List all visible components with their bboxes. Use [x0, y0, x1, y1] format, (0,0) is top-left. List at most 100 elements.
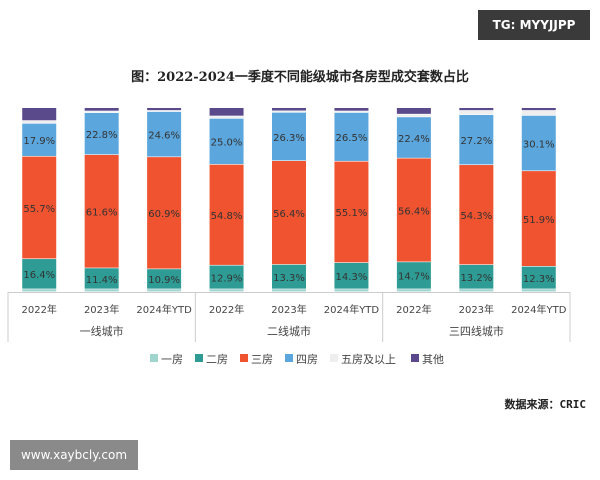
watermark-top: TG: MYYJJPP [478, 10, 590, 40]
data-label: 56.4% [398, 206, 430, 217]
bar-segment-一房 [272, 289, 306, 292]
bar-segment-三房 [22, 156, 57, 259]
bar-segment-五房及以上 [521, 110, 556, 116]
bar-segment-五房及以上 [272, 111, 306, 112]
data-label: 61.6% [86, 208, 118, 219]
bar-segment-一房 [459, 289, 494, 292]
chart-title: 图：2022-2024一季度不同能级城市各房型成交套数占比 [131, 70, 469, 85]
bar-segment-三房 [521, 171, 556, 267]
data-label: 30.1% [523, 139, 555, 150]
legend-label: 其他 [422, 353, 444, 366]
data-label: 26.5% [336, 133, 368, 144]
stacked-bar-chart: 16.4% 55.7% 17.9% 2022年 11.4% 61.6% 22.8% 2023年… [7, 108, 571, 366]
bar-segment-二房 [521, 266, 556, 289]
bar-segment-其他 [396, 108, 431, 114]
bar-segment-四房 [147, 111, 182, 157]
bar-segment-二房 [84, 268, 119, 289]
data-label: 12.3% [523, 274, 555, 285]
legend-label: 四房 [296, 353, 318, 366]
bar-segment-四房 [334, 112, 369, 161]
data-label: 56.4% [273, 209, 305, 220]
bar-segment-四房 [209, 118, 244, 165]
bar-segment-二房 [147, 269, 182, 289]
x-tick-label: 2024年YTD [324, 303, 380, 316]
x-tick-label: 2023年 [84, 303, 119, 316]
bar-segment-其他 [147, 108, 182, 111]
x-tick-label: 2023年 [271, 303, 306, 316]
bar-segment-一房 [147, 289, 182, 292]
bar-segment-二房 [396, 262, 431, 289]
data-label: 14.7% [398, 272, 430, 283]
group-label: 一线城市 [80, 324, 124, 338]
data-label: 55.1% [336, 208, 368, 219]
data-label: 13.3% [273, 273, 305, 284]
group-label: 三四线城市 [449, 324, 504, 338]
data-label: 22.8% [86, 130, 118, 141]
data-label: 22.4% [398, 134, 430, 145]
data-label: 14.3% [336, 272, 368, 283]
bar-segment-三房 [209, 164, 244, 265]
legend-swatch-四房 [285, 354, 293, 362]
bar-segment-四房 [396, 117, 431, 158]
data-label: 16.4% [23, 270, 55, 281]
legend-swatch-一房 [150, 354, 158, 362]
x-tick-label: 2023年 [459, 303, 494, 316]
bar-segment-其他 [521, 108, 556, 111]
bar-segment-五房及以上 [209, 116, 244, 119]
bar-segment-四房 [84, 112, 119, 155]
legend-label: 五房及以上 [341, 353, 396, 366]
bar-segment-二房 [22, 259, 57, 289]
legend-swatch-五房及以上 [330, 354, 338, 362]
data-label: 24.6% [148, 130, 180, 141]
legend-swatch-其他 [411, 354, 419, 362]
bar-segment-三房 [84, 154, 119, 268]
bar-segment-一房 [521, 289, 556, 292]
bar-segment-其他 [84, 108, 119, 111]
bar-segment-一房 [209, 289, 244, 292]
bar-segment-一房 [334, 289, 369, 292]
data-label: 25.0% [211, 138, 243, 149]
bar-segment-五房及以上 [459, 110, 494, 115]
bar-segment-其他 [22, 108, 57, 121]
legend-swatch-二房 [195, 354, 203, 362]
source-note: 数据来源：CRIC [504, 398, 587, 411]
x-tick-label: 2024年YTD [511, 303, 567, 316]
bar-segment-三房 [334, 161, 369, 263]
data-label: 51.9% [523, 215, 555, 226]
data-label: 17.9% [23, 136, 55, 147]
legend-label: 二房 [206, 353, 228, 366]
bar-segment-二房 [459, 264, 494, 289]
x-tick-label: 2022年 [209, 303, 244, 316]
bar-segment-五房及以上 [334, 111, 369, 113]
data-label: 13.2% [460, 273, 492, 284]
bar-segment-三房 [147, 157, 182, 269]
bar-segment-一房 [396, 289, 431, 292]
legend-swatch-三房 [240, 354, 248, 362]
bar-segment-五房及以上 [396, 114, 431, 117]
bar-segment-四房 [459, 114, 494, 165]
bar-segment-一房 [22, 289, 57, 292]
bar-segment-三房 [396, 158, 431, 262]
x-tick-label: 2022年 [21, 303, 56, 316]
watermark-bottom: www.xaybcly.com [10, 440, 138, 470]
data-label: 60.9% [148, 209, 180, 220]
x-tick-label: 2024年YTD [136, 303, 192, 316]
bar-segment-其他 [209, 108, 244, 116]
data-label: 26.3% [273, 133, 305, 144]
data-label: 11.4% [86, 275, 118, 286]
bar-segment-四房 [521, 115, 556, 171]
legend-label: 三房 [251, 353, 273, 366]
bar-segment-四房 [22, 123, 57, 156]
bar-segment-五房及以上 [22, 120, 57, 124]
bar-segment-四房 [272, 112, 306, 161]
bar-segment-其他 [334, 108, 369, 111]
data-label: 55.7% [23, 204, 55, 215]
bar-segment-三房 [459, 165, 494, 265]
bar-segment-二房 [334, 262, 369, 289]
data-label: 54.8% [211, 211, 243, 222]
data-label: 10.9% [148, 275, 180, 286]
bar-segment-其他 [272, 108, 306, 111]
bar-segment-一房 [84, 289, 119, 292]
x-tick-label: 2022年 [396, 303, 431, 316]
